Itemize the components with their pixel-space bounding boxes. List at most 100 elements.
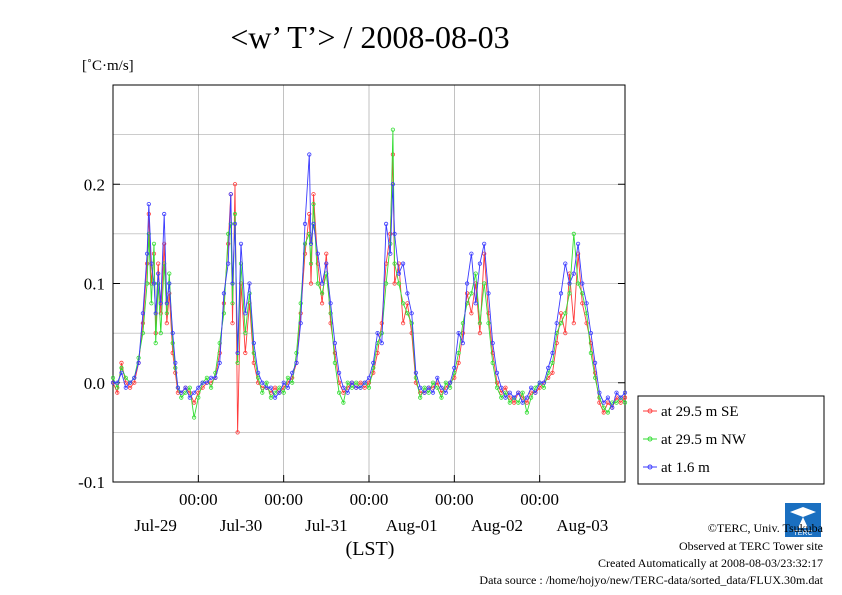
terc-logo-text: TERC xyxy=(793,530,812,537)
legend-swatch-marker xyxy=(647,436,653,442)
data-point xyxy=(132,380,137,385)
data-point xyxy=(486,291,491,296)
data-point xyxy=(511,400,517,405)
data-point xyxy=(332,340,337,346)
data-point xyxy=(217,340,222,346)
data-point xyxy=(235,350,240,356)
data-point xyxy=(232,182,238,187)
x-tick-label: 00:00 xyxy=(520,490,559,509)
data-point xyxy=(183,385,188,390)
data-point xyxy=(430,390,436,395)
data-point xyxy=(383,221,389,226)
data-point xyxy=(592,360,598,365)
data-point xyxy=(281,390,286,395)
data-point xyxy=(400,261,406,266)
data-point xyxy=(228,192,233,197)
data-point xyxy=(311,202,316,207)
data-point xyxy=(379,321,384,326)
data-point xyxy=(390,182,395,187)
data-point xyxy=(473,271,478,276)
data-point xyxy=(294,360,299,365)
data-point xyxy=(164,301,169,306)
data-point xyxy=(622,400,628,405)
data-point xyxy=(426,390,431,395)
data-point xyxy=(477,261,482,266)
data-point xyxy=(158,301,163,306)
data-point xyxy=(528,385,534,390)
data-point xyxy=(575,241,581,246)
legend-label: at 29.5 m NW xyxy=(661,432,747,448)
data-point xyxy=(290,380,295,385)
data-point xyxy=(298,301,303,306)
data-point xyxy=(272,385,278,390)
data-point xyxy=(285,385,290,390)
x-tick-label: 00:00 xyxy=(350,490,389,509)
data-point xyxy=(319,291,325,296)
data-point xyxy=(418,395,423,400)
data-point xyxy=(119,360,124,365)
credit-source: Data source : /home/hojyo/new/TERC-data/… xyxy=(479,573,823,587)
data-point xyxy=(243,350,248,356)
legend-label: at 29.5 m SE xyxy=(661,404,739,420)
data-point xyxy=(622,390,628,395)
data-point xyxy=(494,385,500,390)
data-point xyxy=(435,375,440,380)
data-point xyxy=(460,340,465,346)
legend-label: at 1.6 m xyxy=(661,460,710,476)
data-point xyxy=(149,261,154,266)
data-point xyxy=(110,380,116,385)
data-point xyxy=(507,390,512,395)
data-point xyxy=(232,221,238,226)
data-point xyxy=(371,370,376,375)
data-point xyxy=(392,281,397,286)
data-point xyxy=(123,385,128,390)
data-point xyxy=(550,360,555,365)
data-point xyxy=(396,261,401,266)
data-point xyxy=(173,360,178,365)
data-point xyxy=(319,281,325,286)
data-point xyxy=(119,370,124,375)
data-point xyxy=(390,127,395,132)
data-point xyxy=(179,390,184,395)
data-point xyxy=(179,395,184,400)
data-point xyxy=(308,241,314,246)
data-point xyxy=(151,281,157,286)
data-point xyxy=(162,241,167,246)
data-point xyxy=(328,311,333,316)
terc-logo-drop xyxy=(798,517,808,528)
data-point xyxy=(285,375,290,380)
data-point xyxy=(315,251,320,256)
data-point xyxy=(520,390,525,395)
data-point xyxy=(332,360,337,365)
data-point xyxy=(520,400,525,405)
credit-copyright: ©TERC, Univ. Tsukuba xyxy=(708,521,824,535)
data-point xyxy=(464,291,470,296)
data-point xyxy=(260,390,265,395)
data-point xyxy=(153,340,158,346)
data-point xyxy=(243,311,248,316)
data-point xyxy=(588,330,594,336)
data-point xyxy=(499,385,504,390)
data-point xyxy=(362,385,367,390)
data-point xyxy=(128,380,133,385)
data-point xyxy=(140,321,145,326)
data-point xyxy=(319,301,325,306)
data-point xyxy=(452,365,457,370)
data-point xyxy=(298,321,303,326)
day-label: Aug-03 xyxy=(556,516,608,535)
data-point xyxy=(123,375,128,380)
data-point xyxy=(563,261,568,266)
data-point xyxy=(307,211,312,217)
data-point xyxy=(167,271,172,276)
data-point xyxy=(226,261,231,266)
data-point xyxy=(443,390,448,395)
data-point xyxy=(409,311,414,316)
data-point xyxy=(192,415,197,420)
data-point xyxy=(145,251,150,256)
legend: at 29.5 m SE at 29.5 m NW at 1.6 m xyxy=(637,395,825,485)
data-point xyxy=(482,281,487,286)
data-point xyxy=(204,375,209,380)
data-point xyxy=(341,400,346,405)
data-point xyxy=(146,202,151,207)
data-point xyxy=(435,385,440,390)
